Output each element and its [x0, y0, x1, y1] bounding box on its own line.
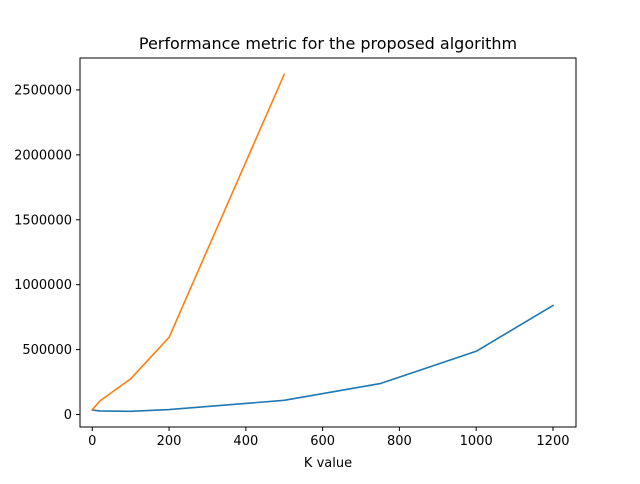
x-tick-label: 0	[88, 434, 96, 449]
y-tick-label: 500000	[22, 343, 72, 358]
y-tick-label: 2500000	[14, 83, 72, 98]
x-axis-label: K value	[304, 456, 352, 471]
x-tick-label: 800	[387, 434, 412, 449]
x-axis: 0 200 400 600 800 1000 1200	[88, 427, 570, 449]
chart-title: Performance metric for the proposed algo…	[139, 34, 517, 53]
axes-frame	[79, 57, 577, 428]
x-tick-label: 200	[157, 434, 182, 449]
y-axis: 0 500000 1000000 1500000 2000000 2500000	[14, 83, 80, 423]
x-tick-label: 400	[233, 434, 258, 449]
y-tick-label: 2000000	[14, 148, 72, 163]
series-line-2	[91, 73, 286, 411]
x-tick-label: 1000	[460, 434, 493, 449]
x-tick-label: 1200	[536, 434, 569, 449]
y-tick-label: 1500000	[14, 213, 72, 228]
x-tick-label: 600	[310, 434, 335, 449]
series-line-1	[91, 304, 555, 413]
y-tick-label: 1000000	[14, 278, 72, 293]
plot-area	[91, 73, 555, 413]
y-tick-label: 0	[64, 408, 72, 423]
